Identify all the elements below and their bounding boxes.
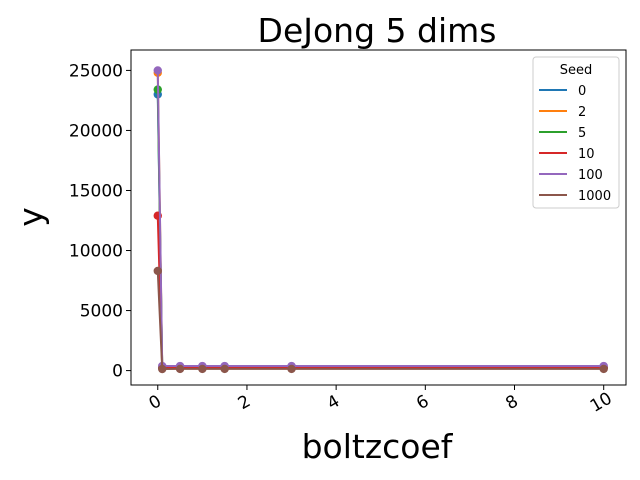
y-tick-label: 15000 [69,181,123,201]
legend-label: 5 [578,126,586,141]
x-axis-label: boltzcoef [302,427,454,466]
legend-label: 1000 [578,189,611,204]
legend-item: 0 [539,84,586,99]
x-tick-label: 0 [146,391,165,414]
x-tick-label: 2 [235,391,254,414]
legend-label: 10 [578,147,595,162]
y-tick-label: 25000 [69,61,123,81]
series-10 [153,211,608,373]
legend-frame [532,56,620,209]
series-layer [153,66,608,374]
legend: Seed 0 2 5 10 100 1000 [532,56,620,209]
series-1000 [153,266,608,374]
legend-label: 100 [578,168,603,183]
x-tick-label: 4 [324,391,343,414]
legend-label: 2 [578,105,586,120]
chart-title: DeJong 5 dims [258,11,497,50]
y-tick-label: 20000 [69,121,123,141]
data-point [153,66,162,75]
x-tick-label: 6 [413,391,432,414]
series-line-10 [156,215,604,369]
legend-item: 2 [539,105,586,120]
data-point [198,364,207,374]
x-axis: 0 2 4 6 8 10 [146,385,616,417]
plot-frame [130,49,627,386]
y-tick-label: 0 [112,362,123,382]
y-tick-label: 5000 [80,302,123,322]
x-tick-label: 8 [502,391,521,414]
series-line-1000 [156,270,604,371]
y-axis: 0 5000 10000 15000 20000 25000 [69,61,131,382]
data-point [599,364,608,374]
data-point [175,364,185,374]
data-point [153,266,162,276]
y-tick-label: 10000 [69,242,123,262]
legend-item: 5 [539,126,586,141]
legend-item: 100 [539,168,603,183]
y-axis-label: y [11,207,50,227]
data-point [220,364,229,374]
legend-title: Seed [560,63,593,78]
data-point [158,364,167,374]
legend-label: 0 [578,84,586,99]
legend-item: 10 [539,147,595,162]
x-tick-label: 10 [587,389,616,417]
data-point [287,364,296,374]
legend-item: 1000 [539,189,611,204]
